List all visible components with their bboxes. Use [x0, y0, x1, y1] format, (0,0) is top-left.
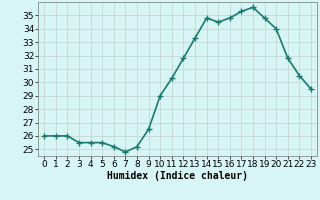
X-axis label: Humidex (Indice chaleur): Humidex (Indice chaleur) — [107, 171, 248, 181]
